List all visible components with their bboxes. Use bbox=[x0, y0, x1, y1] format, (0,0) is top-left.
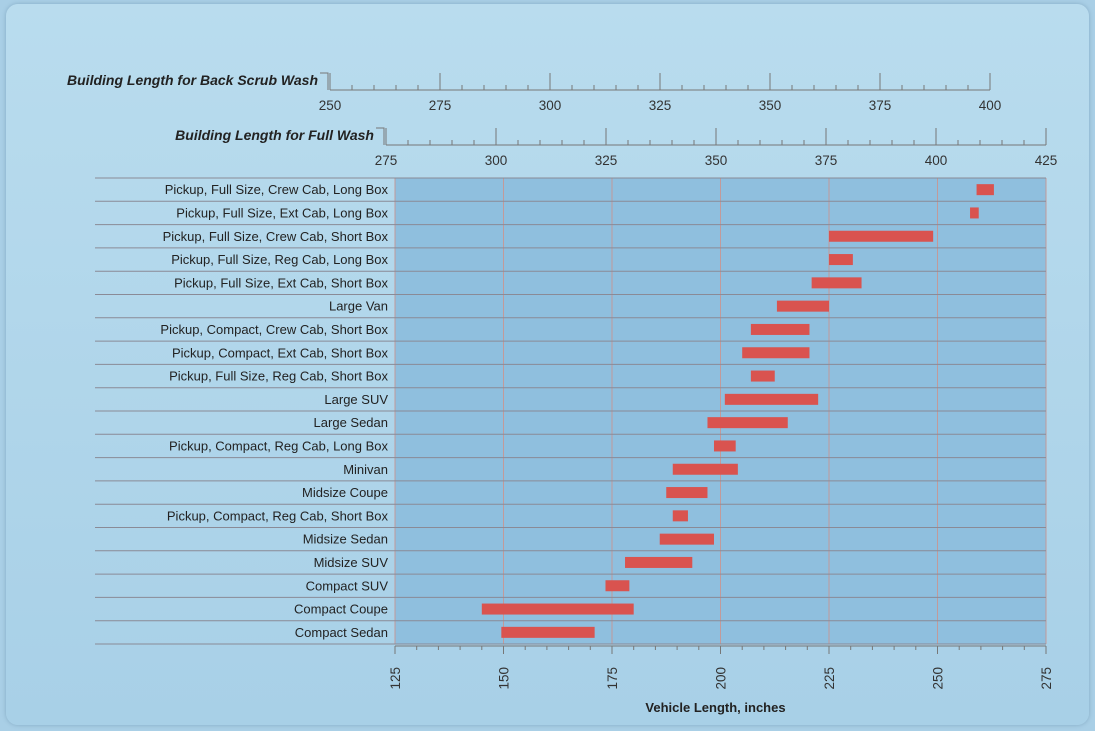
x-tick-label: 225 bbox=[822, 667, 837, 690]
secondary-tick-label: 350 bbox=[705, 153, 728, 168]
category-label: Compact Sedan bbox=[295, 625, 388, 640]
range-bar bbox=[970, 207, 979, 219]
secondary-tick-label: 425 bbox=[1035, 153, 1058, 168]
range-bar bbox=[713, 440, 736, 452]
range-bar bbox=[811, 277, 862, 289]
range-bar bbox=[501, 626, 595, 638]
secondary-tick-label: 325 bbox=[649, 98, 672, 113]
secondary-tick-label: 300 bbox=[539, 98, 562, 113]
secondary-tick-label: 400 bbox=[925, 153, 948, 168]
x-axis-title: Vehicle Length, inches bbox=[645, 700, 785, 715]
category-label: Large Van bbox=[329, 299, 388, 314]
category-label: Compact SUV bbox=[306, 578, 389, 593]
secondary-tick-label: 250 bbox=[319, 98, 342, 113]
category-label: Pickup, Full Size, Reg Cab, Long Box bbox=[171, 252, 388, 267]
category-label: Pickup, Full Size, Reg Cab, Short Box bbox=[169, 369, 388, 384]
range-bar bbox=[707, 417, 788, 429]
category-label: Pickup, Compact, Crew Cab, Short Box bbox=[160, 322, 388, 337]
x-tick-label: 275 bbox=[1039, 667, 1054, 690]
secondary-tick-label: 375 bbox=[869, 98, 892, 113]
secondary-tick-label: 275 bbox=[375, 153, 398, 168]
range-bar bbox=[976, 184, 994, 196]
category-label: Pickup, Full Size, Crew Cab, Short Box bbox=[163, 229, 389, 244]
range-bar bbox=[625, 556, 693, 568]
category-label: Minivan bbox=[343, 462, 388, 477]
secondary-axis-bracket bbox=[376, 127, 385, 145]
x-tick-label: 150 bbox=[497, 667, 512, 690]
range-bar bbox=[776, 300, 829, 312]
range-bar bbox=[829, 230, 934, 242]
category-label: Midsize Coupe bbox=[302, 485, 388, 500]
range-bar bbox=[742, 347, 810, 359]
range-bar bbox=[672, 463, 738, 475]
range-bar bbox=[605, 580, 630, 592]
secondary-tick-label: 300 bbox=[485, 153, 508, 168]
secondary-tick-label: 350 bbox=[759, 98, 782, 113]
category-label: Pickup, Full Size, Ext Cab, Long Box bbox=[176, 205, 388, 220]
x-tick-label: 175 bbox=[605, 667, 620, 690]
range-bar bbox=[829, 254, 853, 266]
secondary-axis-bracket bbox=[320, 72, 329, 90]
x-tick-label: 125 bbox=[388, 667, 403, 690]
category-label: Large Sedan bbox=[314, 415, 388, 430]
secondary-tick-label: 275 bbox=[429, 98, 452, 113]
category-label: Midsize SUV bbox=[314, 555, 389, 570]
x-tick-label: 200 bbox=[714, 667, 729, 690]
range-bar bbox=[672, 510, 688, 522]
x-tick-label: 250 bbox=[931, 667, 946, 690]
secondary-tick-label: 325 bbox=[595, 153, 618, 168]
secondary-tick-label: 375 bbox=[815, 153, 838, 168]
category-label: Pickup, Full Size, Ext Cab, Short Box bbox=[174, 275, 388, 290]
category-label: Pickup, Full Size, Crew Cab, Long Box bbox=[165, 182, 389, 197]
secondary-tick-label: 400 bbox=[979, 98, 1002, 113]
category-label: Large SUV bbox=[324, 392, 388, 407]
category-label: Pickup, Compact, Reg Cab, Long Box bbox=[169, 438, 388, 453]
range-bar bbox=[481, 603, 634, 615]
category-label: Pickup, Compact, Ext Cab, Short Box bbox=[172, 345, 389, 360]
category-label: Compact Coupe bbox=[294, 602, 388, 617]
range-bar bbox=[666, 487, 708, 499]
category-label: Midsize Sedan bbox=[303, 532, 388, 547]
range-bar bbox=[750, 323, 810, 335]
range-bar bbox=[659, 533, 714, 545]
range-bar bbox=[724, 393, 819, 405]
secondary-axis-title: Building Length for Full Wash bbox=[175, 127, 374, 143]
secondary-axis-title: Building Length for Back Scrub Wash bbox=[67, 72, 318, 88]
category-label: Pickup, Compact, Reg Cab, Short Box bbox=[167, 508, 389, 523]
range-bar bbox=[750, 370, 775, 382]
